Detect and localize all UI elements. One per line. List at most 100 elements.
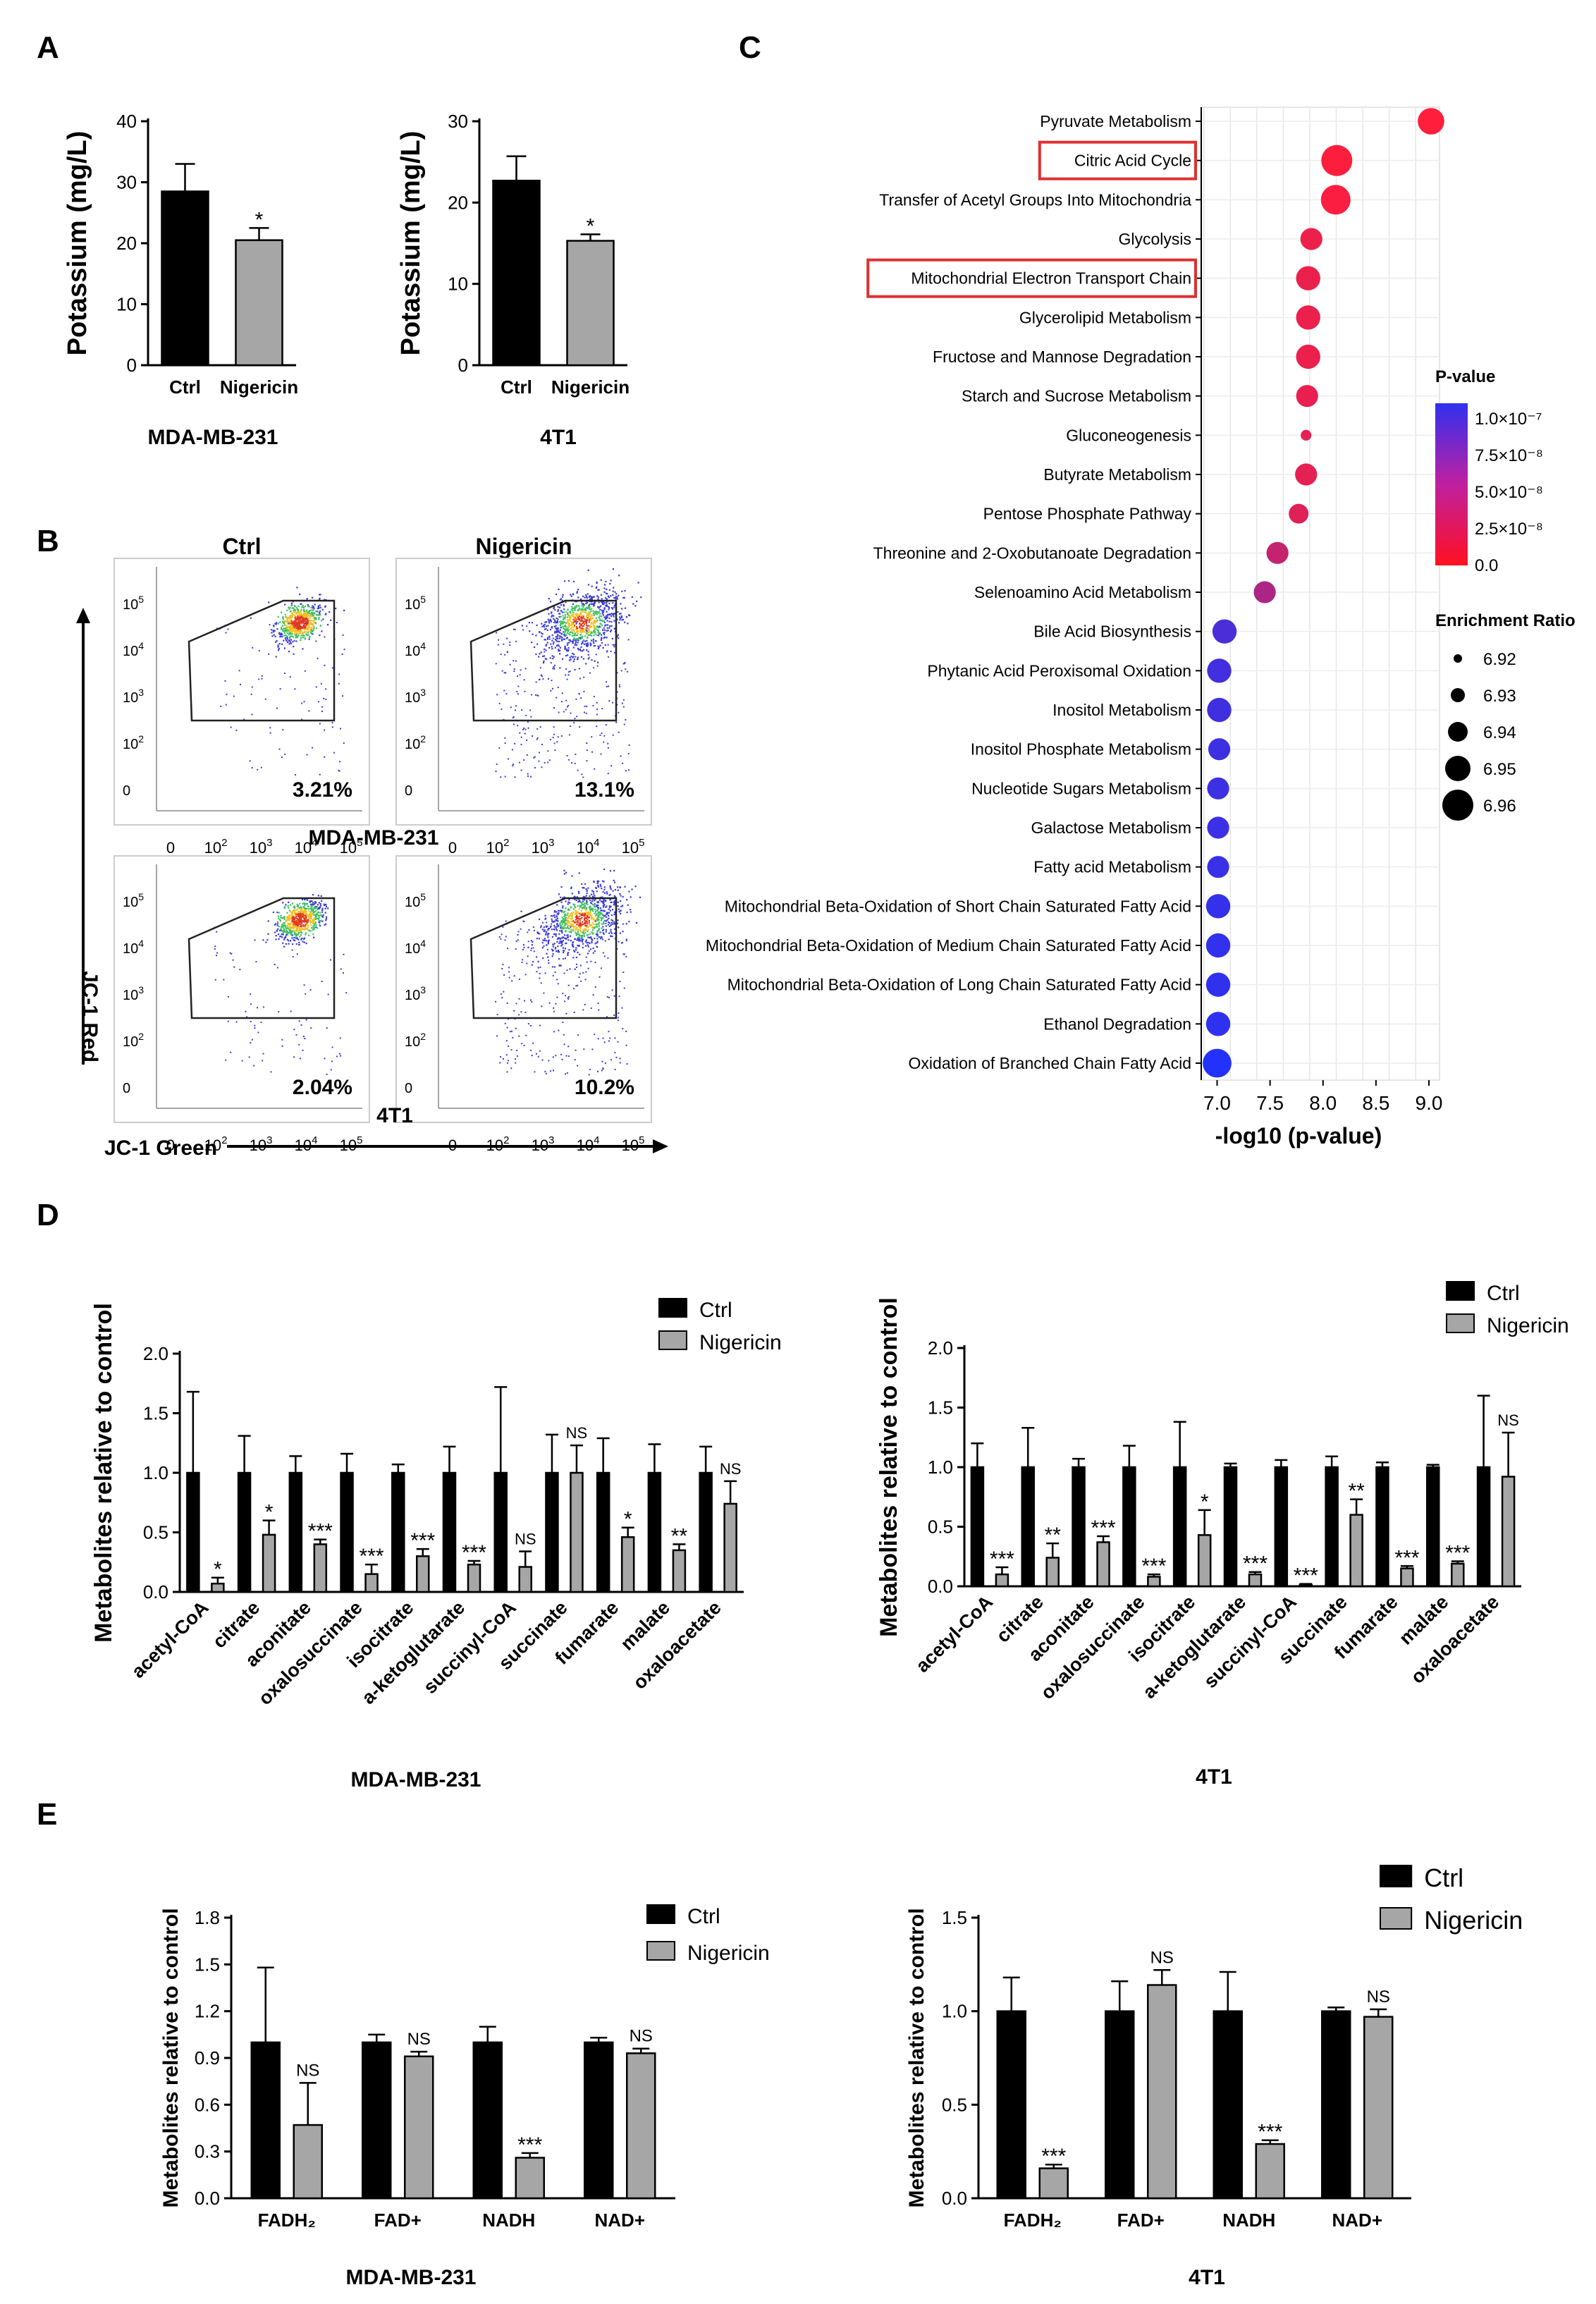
flow-event [601, 888, 603, 890]
flow-event [566, 644, 569, 646]
flow-event [295, 623, 297, 626]
flow-event [591, 614, 593, 616]
flow-event [548, 1060, 550, 1062]
flow-event [295, 921, 297, 924]
flow-event [577, 647, 579, 649]
flow-event [508, 976, 510, 979]
flow-event [310, 906, 312, 908]
flow-event [556, 979, 558, 981]
enrichment-bubble [1321, 145, 1353, 176]
flow-event [270, 1071, 272, 1073]
flow-event [622, 699, 625, 701]
flow-event [561, 637, 563, 639]
flow-event [597, 629, 599, 631]
flow-event [305, 914, 307, 917]
flow-event [559, 938, 561, 940]
flow-event [587, 941, 589, 943]
flow-event [226, 693, 228, 695]
flow-event [571, 621, 573, 623]
flow-event [581, 904, 583, 906]
flow-event [579, 638, 582, 640]
flow-event [636, 600, 638, 602]
flow-event [567, 924, 569, 926]
flow-event [315, 907, 317, 909]
flow-event [536, 931, 539, 933]
y-axis-title: Metabolites relative to control [876, 1297, 902, 1637]
flow-event [560, 927, 562, 929]
flow-event [518, 998, 520, 1000]
size-legend-tick: 6.93 [1483, 687, 1516, 706]
flow-event [310, 924, 312, 926]
flow-event [620, 905, 622, 907]
flow-event [281, 635, 283, 638]
flow-event [502, 964, 504, 966]
bar-ctrl [1172, 1466, 1187, 1588]
flow-event [613, 904, 615, 906]
flow-event [582, 630, 584, 632]
flow-event [512, 660, 515, 662]
flow-event [584, 1003, 586, 1005]
flow-event [597, 1070, 599, 1072]
flow-event [283, 635, 286, 637]
flow-event [546, 625, 548, 627]
flow-event [624, 621, 626, 623]
flow-event [575, 754, 577, 756]
flow-event [591, 909, 593, 911]
flow-event [558, 909, 560, 912]
flow-event [622, 1028, 624, 1030]
flow-event [613, 587, 615, 589]
flow-event [544, 938, 546, 940]
flow-event [558, 613, 560, 615]
flow-event [277, 928, 279, 930]
flow-event [243, 718, 245, 721]
flow-event [526, 754, 528, 756]
flow-event [572, 609, 574, 612]
flow-event [293, 909, 295, 911]
flow-event [512, 764, 514, 766]
significance-label: ** [1348, 1480, 1365, 1503]
flow-event [241, 1060, 243, 1062]
flow-event [544, 648, 546, 651]
flow-event [547, 618, 549, 620]
flow-event [548, 927, 551, 930]
flow-event [295, 924, 297, 926]
flow-event [553, 1031, 555, 1033]
flow-event [286, 619, 288, 621]
flow-event [509, 641, 511, 643]
flow-event [628, 744, 630, 746]
flow-event [500, 776, 502, 778]
flow-event [606, 905, 608, 907]
y-tick-label: 30 [448, 111, 468, 132]
flow-event [304, 627, 306, 629]
flow-event [612, 890, 614, 892]
flow-event [596, 613, 598, 615]
flow-event [561, 928, 563, 930]
flow-x-tick: 0 [448, 839, 457, 857]
flow-event [252, 647, 254, 649]
flow-event [604, 584, 606, 586]
flow-event [338, 769, 340, 771]
flow-event [506, 948, 508, 950]
significance-label: ** [671, 1524, 688, 1548]
flow-event [586, 901, 588, 904]
flow-event [315, 613, 318, 615]
flow-event [586, 705, 588, 707]
flow-event [250, 1042, 252, 1044]
flow-event [296, 625, 298, 627]
flow-event [595, 617, 597, 619]
flow-event [554, 632, 556, 634]
flow-event [516, 1049, 518, 1051]
flow-event [561, 620, 563, 623]
flow-event [579, 918, 582, 920]
flow-event [290, 622, 293, 625]
flow-event [589, 922, 591, 925]
significance-label: *** [410, 1529, 435, 1552]
flow-event [587, 933, 589, 936]
flow-event [613, 921, 615, 924]
flow-event [319, 907, 321, 909]
flow-event [300, 914, 302, 916]
flow-event [528, 622, 531, 624]
panel-label-d: D [37, 1198, 59, 1232]
flow-event [600, 900, 603, 902]
flow-event [300, 632, 302, 635]
